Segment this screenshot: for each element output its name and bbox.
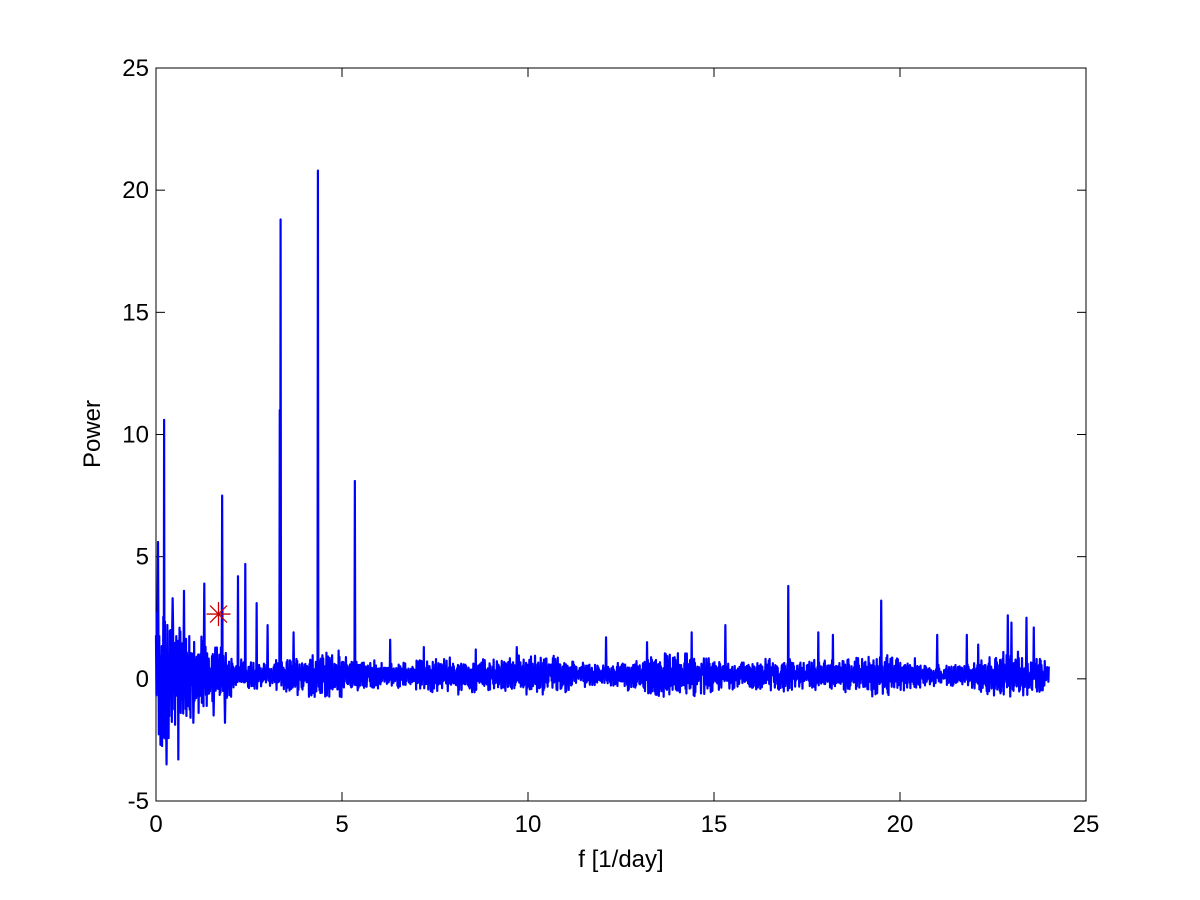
y-axis-label: Power	[79, 400, 106, 468]
y-tick-label: 15	[122, 299, 149, 326]
y-tick-label: 10	[122, 422, 149, 449]
y-tick-label: 25	[122, 55, 149, 82]
x-tick-label: 25	[1073, 811, 1100, 838]
annotation-layer	[206, 602, 231, 627]
x-tick-label: 10	[515, 811, 542, 838]
y-tick-label: 5	[136, 544, 149, 571]
y-tick-label: 20	[122, 177, 149, 204]
series-layer	[154, 169, 1050, 766]
x-tick-label: 5	[335, 811, 348, 838]
x-tick-label: 0	[149, 811, 162, 838]
x-tick-label: 20	[887, 811, 914, 838]
x-tick-label: 15	[701, 811, 728, 838]
plot-area	[155, 67, 1087, 802]
y-tick-label: 0	[136, 666, 149, 693]
asterisk-marker	[206, 602, 231, 627]
y-tick-label: -5	[128, 788, 149, 815]
x-axis-label: f [1/day]	[578, 846, 663, 873]
series-line	[154, 169, 1050, 766]
